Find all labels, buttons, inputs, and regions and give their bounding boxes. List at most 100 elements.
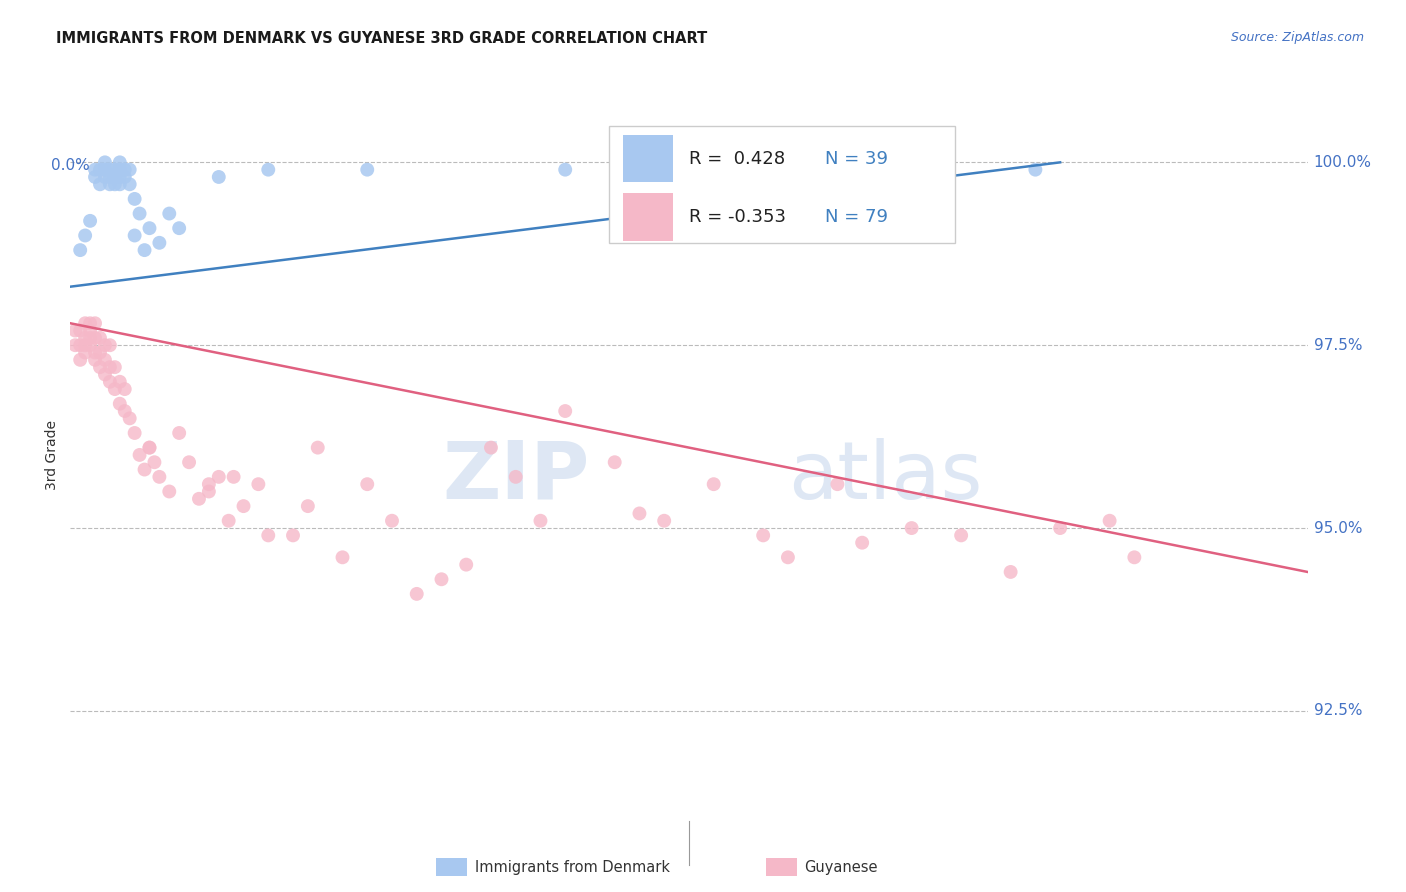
Text: R =  0.428: R = 0.428 — [689, 150, 785, 168]
Point — [104, 162, 127, 177]
Point — [257, 528, 280, 542]
Text: 100.0%: 100.0% — [1313, 155, 1372, 169]
Point — [652, 514, 675, 528]
Point — [84, 331, 107, 345]
Point — [1000, 565, 1022, 579]
Point — [134, 243, 156, 257]
Point — [554, 404, 576, 418]
Text: Immigrants from Denmark: Immigrants from Denmark — [475, 860, 671, 874]
Point — [628, 507, 651, 521]
Text: 0.0%: 0.0% — [51, 158, 90, 173]
Point — [198, 477, 221, 491]
Point — [356, 477, 378, 491]
Point — [108, 375, 131, 389]
Point — [479, 441, 502, 455]
Point — [94, 352, 117, 367]
Point — [75, 345, 97, 359]
Point — [114, 162, 136, 177]
Point — [124, 192, 146, 206]
Point — [167, 425, 190, 440]
Text: atlas: atlas — [787, 438, 983, 516]
Point — [94, 162, 117, 177]
Point — [108, 155, 131, 169]
Point — [138, 441, 160, 455]
Point — [505, 470, 527, 484]
Point — [652, 162, 675, 177]
Point — [114, 169, 136, 184]
Point — [603, 455, 626, 469]
Point — [89, 162, 111, 177]
Point — [198, 484, 221, 499]
Point — [104, 178, 127, 192]
Point — [143, 455, 166, 469]
Point — [84, 162, 107, 177]
Y-axis label: 3rd Grade: 3rd Grade — [45, 420, 59, 490]
Point — [827, 477, 849, 491]
Point — [208, 169, 231, 184]
Point — [79, 338, 101, 352]
Point — [218, 514, 240, 528]
Point — [801, 162, 824, 177]
Point — [114, 382, 136, 396]
Point — [222, 470, 245, 484]
Text: R = -0.353: R = -0.353 — [689, 208, 786, 226]
Point — [118, 178, 141, 192]
Point — [1024, 162, 1046, 177]
Point — [1123, 550, 1146, 565]
Point — [89, 360, 111, 375]
Point — [118, 162, 141, 177]
Text: 95.0%: 95.0% — [1313, 521, 1362, 535]
Point — [281, 528, 304, 542]
Point — [69, 324, 91, 338]
Point — [65, 338, 87, 352]
Point — [65, 324, 87, 338]
Point — [84, 316, 107, 330]
Point — [851, 535, 873, 549]
Text: N = 79: N = 79 — [825, 208, 889, 226]
Point — [138, 441, 160, 455]
Point — [356, 162, 378, 177]
Point — [69, 352, 91, 367]
Point — [128, 448, 150, 462]
Text: N = 39: N = 39 — [825, 150, 889, 168]
FancyBboxPatch shape — [609, 126, 955, 243]
FancyBboxPatch shape — [623, 194, 673, 241]
Point — [247, 477, 270, 491]
Point — [84, 169, 107, 184]
Point — [456, 558, 478, 572]
Point — [98, 360, 121, 375]
Point — [430, 572, 453, 586]
Point — [900, 521, 922, 535]
Point — [69, 243, 91, 257]
Point — [104, 169, 127, 184]
Point — [79, 316, 101, 330]
Point — [128, 206, 150, 220]
Point — [89, 331, 111, 345]
Point — [75, 338, 97, 352]
Point — [75, 316, 97, 330]
Point — [89, 345, 111, 359]
Text: ZIP: ZIP — [443, 438, 591, 516]
Point — [950, 528, 973, 542]
Point — [529, 514, 551, 528]
Point — [554, 162, 576, 177]
Point — [157, 206, 180, 220]
Point — [177, 455, 200, 469]
Point — [134, 462, 156, 476]
Point — [98, 375, 121, 389]
Point — [98, 338, 121, 352]
Point — [79, 324, 101, 338]
Point — [124, 228, 146, 243]
Point — [94, 368, 117, 382]
Text: 97.5%: 97.5% — [1313, 338, 1362, 352]
Text: 92.5%: 92.5% — [1313, 704, 1362, 718]
Point — [75, 228, 97, 243]
Point — [167, 221, 190, 235]
Point — [104, 382, 127, 396]
Point — [98, 169, 121, 184]
Point — [332, 550, 354, 565]
Point — [752, 528, 775, 542]
Text: Source: ZipAtlas.com: Source: ZipAtlas.com — [1230, 31, 1364, 45]
Point — [188, 491, 211, 506]
Point — [381, 514, 404, 528]
